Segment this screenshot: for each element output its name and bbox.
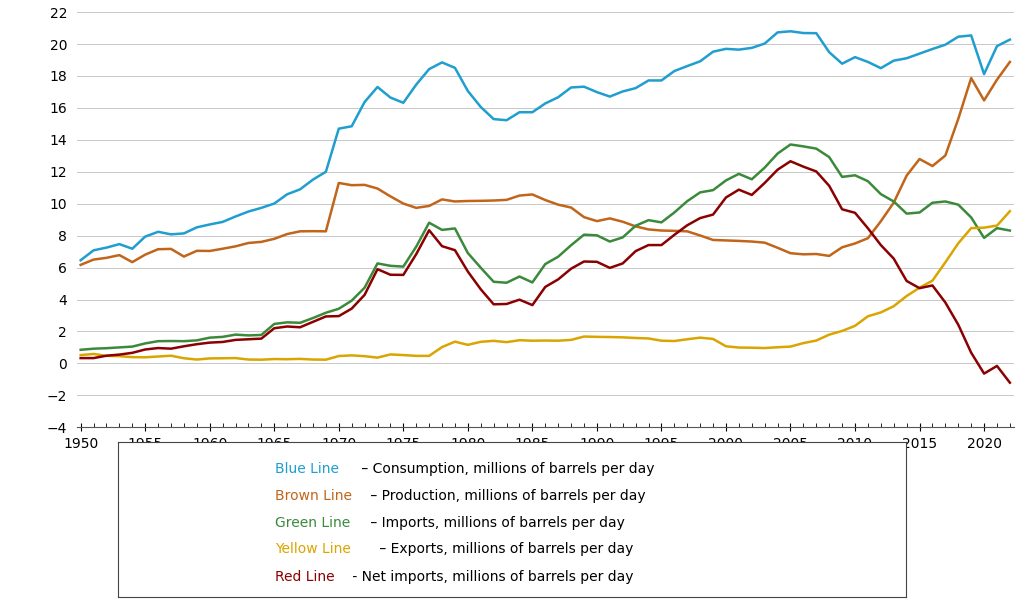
Text: – Production, millions of barrels per day: – Production, millions of barrels per da…	[367, 490, 646, 504]
Text: – Exports, millions of barrels per day: – Exports, millions of barrels per day	[375, 542, 634, 556]
Text: Red Line: Red Line	[275, 570, 335, 584]
Text: – Consumption, millions of barrels per day: – Consumption, millions of barrels per d…	[357, 462, 654, 476]
Text: Brown Line: Brown Line	[275, 490, 352, 504]
Text: Yellow Line: Yellow Line	[275, 542, 351, 556]
Text: - Net imports, millions of barrels per day: - Net imports, millions of barrels per d…	[348, 570, 634, 584]
Text: Blue Line: Blue Line	[275, 462, 340, 476]
Text: Green Line: Green Line	[275, 516, 350, 530]
Text: – Imports, millions of barrels per day: – Imports, millions of barrels per day	[367, 516, 625, 530]
